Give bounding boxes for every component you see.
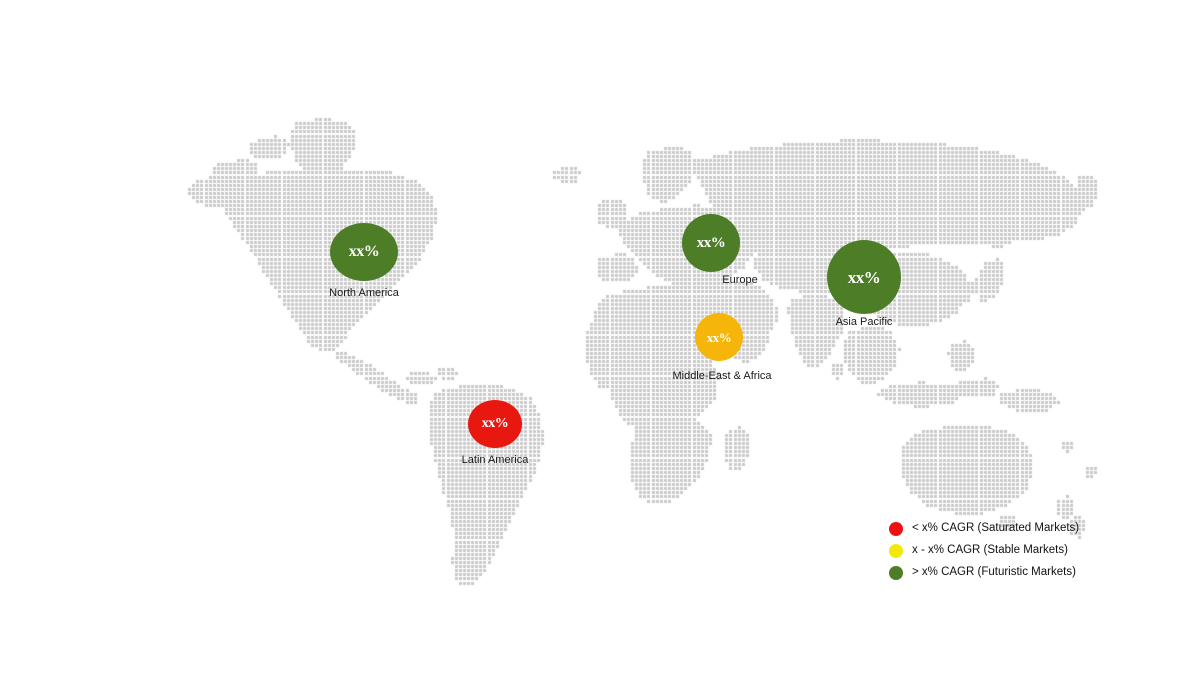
region-label-middle-east-africa: Middle-East & Africa (672, 370, 772, 382)
region-bubble-europe[interactable]: xx% (682, 214, 740, 272)
legend-item-saturated[interactable]: < x% CAGR (Saturated Markets) (889, 518, 1089, 540)
legend-dot-icon-stable (889, 544, 903, 558)
region-bubble-north-america[interactable]: xx% (330, 223, 398, 281)
legend-dot-icon-futuristic (889, 566, 903, 580)
legend-dot-icon-saturated (889, 522, 903, 536)
legend-item-futuristic[interactable]: > x% CAGR (Futuristic Markets) (889, 562, 1089, 584)
legend-label-futuristic: > x% CAGR (Futuristic Markets) (912, 566, 1076, 579)
region-bubble-middle-east-africa[interactable]: xx% (695, 313, 743, 361)
region-label-north-america: North America (329, 287, 399, 299)
cagr-legend: < x% CAGR (Saturated Markets) x - x% CAGR… (889, 518, 1089, 584)
region-label-asia-pacific: Asia Pacific (835, 316, 893, 328)
region-value-latin-america: xx% (481, 416, 509, 431)
region-bubble-asia-pacific[interactable]: xx% (827, 240, 901, 314)
legend-item-stable[interactable]: x - x% CAGR (Stable Markets) (889, 540, 1089, 562)
legend-label-saturated: < x% CAGR (Saturated Markets) (912, 522, 1080, 535)
region-value-middle-east-africa: xx% (706, 329, 732, 345)
region-label-latin-america: Latin America (461, 454, 529, 466)
region-label-europe: Europe (722, 274, 758, 286)
legend-label-stable: x - x% CAGR (Stable Markets) (912, 544, 1068, 557)
region-value-asia-pacific: xx% (847, 267, 881, 287)
region-value-europe: xx% (696, 234, 726, 251)
region-bubble-latin-america[interactable]: xx% (468, 400, 522, 448)
region-value-north-america: xx% (348, 243, 380, 260)
